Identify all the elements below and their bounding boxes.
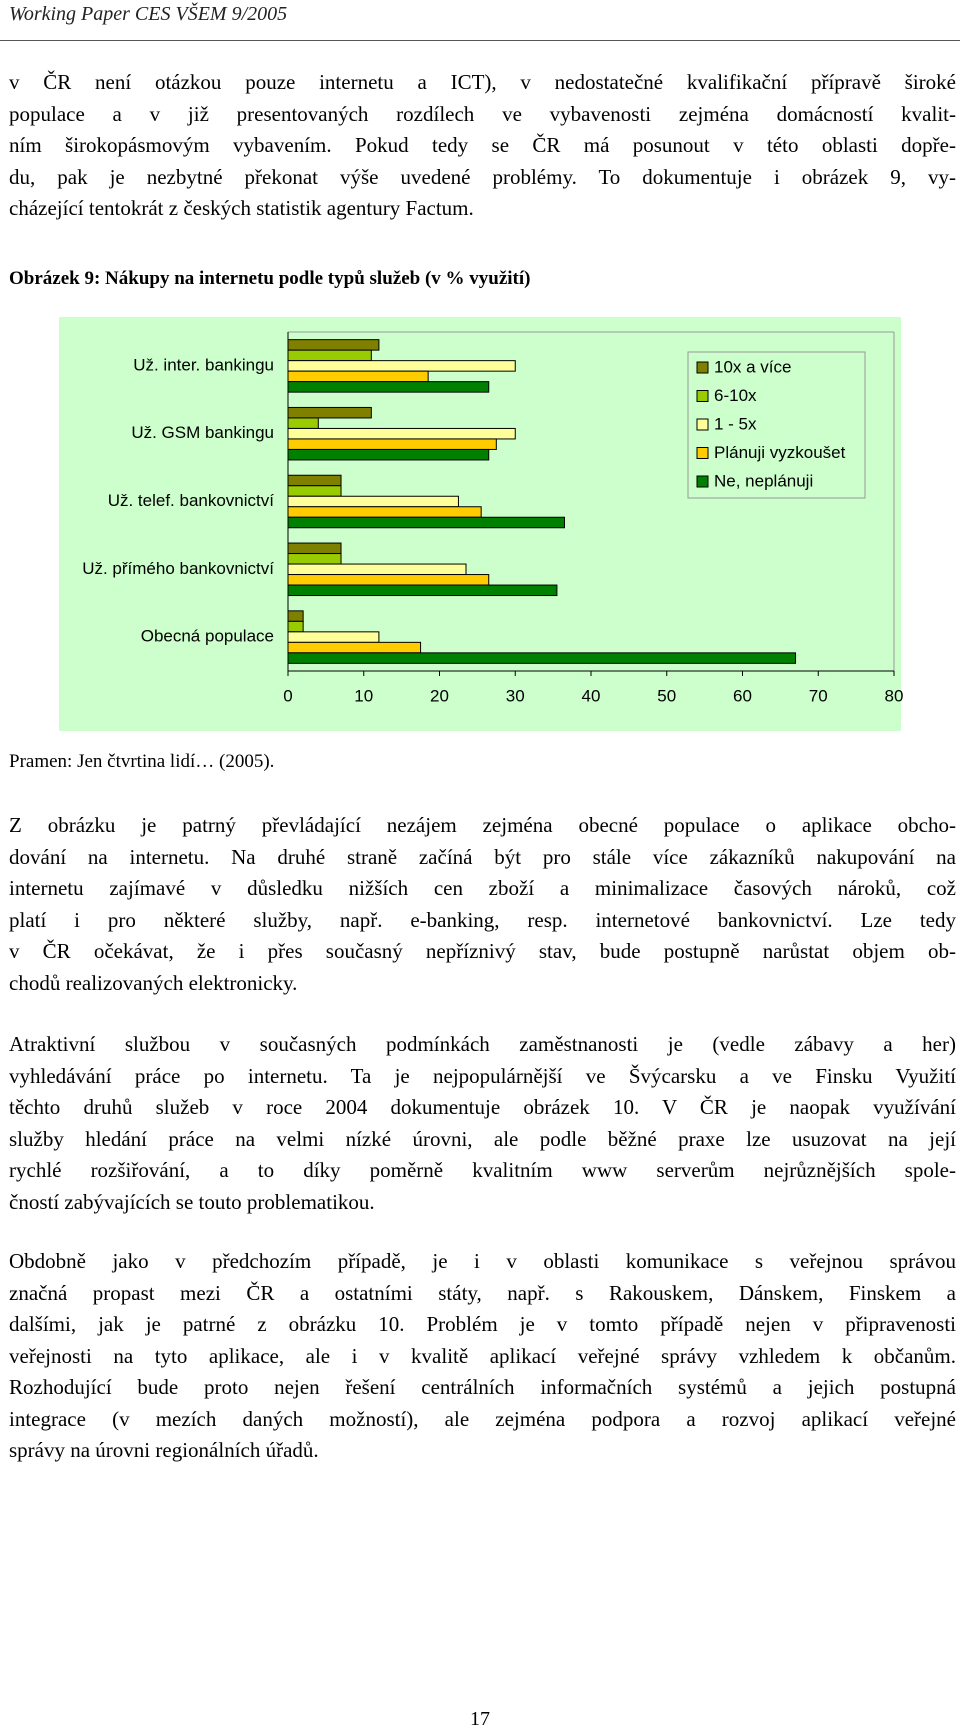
text-line: správy na úrovni regionálních úřadů. [9, 1438, 319, 1462]
page-number: 17 [470, 1708, 490, 1730]
x-tick-label: 20 [430, 686, 449, 705]
x-tick-label: 10 [354, 686, 373, 705]
text-line: čností zabývajících se touto problematik… [9, 1189, 375, 1214]
figure-caption: Obrázek 9: Nákupy na internetu podle typ… [9, 268, 531, 289]
paragraph: Z obrázku je patrný převládající nezájem… [9, 810, 956, 999]
bar [287, 427, 516, 440]
figure-source: Pramen: Jen čtvrtina lidí… (2005). [9, 751, 275, 772]
bar [287, 381, 490, 393]
x-tick-label: 70 [809, 686, 828, 705]
legend-box [687, 351, 866, 499]
text-line: vyhledávání práce po internetu. Ta je ne… [9, 1063, 956, 1088]
header-rule [0, 40, 960, 41]
bar [287, 506, 482, 518]
text-line: v ČR není otázkou pouze internetu a ICT)… [9, 70, 956, 94]
bar [287, 406, 372, 419]
bar [287, 339, 380, 351]
category-label: Už. přímého bankovnictví [82, 559, 274, 578]
text-line: rychlé rozšiřování, a to díky poměrně kv… [9, 1158, 956, 1182]
category-label: Už. GSM bankingu [131, 423, 274, 442]
category-label: Už. telef. bankovnictví [108, 491, 275, 510]
bar [287, 485, 342, 497]
bar [287, 584, 558, 597]
bar [287, 516, 565, 529]
text-line: veřejnosti na tyto aplikace, ale i v kva… [9, 1343, 956, 1368]
bar [287, 349, 372, 362]
text-line: platí i pro některé služby, např. e-bank… [9, 907, 956, 932]
bar [287, 641, 422, 654]
bar [287, 370, 429, 383]
legend-label: Plánuji vyzkoušet [714, 443, 846, 462]
legend-swatch [696, 475, 709, 488]
bar [287, 474, 342, 487]
text-line: dování na internetu. Na druhé straně zač… [9, 844, 956, 869]
text-line: Rozhodující bude proto nejen řešení cent… [9, 1375, 956, 1399]
text-line: Atraktivní službou v současných podmínká… [9, 1032, 956, 1056]
text-line: Z obrázku je patrný převládající nezájem… [9, 813, 956, 837]
legend-swatch [696, 361, 709, 374]
text-line: Obdobně jako v předchozím případě, je i … [9, 1249, 956, 1273]
text-line: značná propast mezi ČR a ostatními státy… [9, 1280, 956, 1305]
bar [287, 495, 459, 508]
bar [287, 620, 304, 633]
paragraph: Atraktivní službou v současných podmínká… [9, 1029, 956, 1218]
text-line: těchto druhů služeb v roce 2004 dokument… [9, 1095, 956, 1119]
text-line: populace a v již presentovaných rozdílec… [9, 101, 956, 126]
text-line: chodů realizovaných elektronicky. [9, 970, 298, 995]
text-line: du, pak je nezbytné překonat výše uveden… [9, 164, 956, 189]
text-line: v ČR očekávat, že i přes současný nepříz… [9, 939, 956, 963]
category-label: Obecná populace [141, 627, 274, 646]
text-line: integrace (v mezích daných možností), al… [9, 1406, 956, 1431]
legend-label: 1 - 5x [714, 414, 757, 433]
x-tick-label: 0 [283, 686, 292, 705]
bar [287, 631, 380, 643]
bar [287, 652, 797, 664]
text-line: ním širokopásmovým vybavením. Pokud tedy… [9, 133, 956, 157]
x-tick-label: 50 [657, 686, 676, 705]
legend-swatch [696, 447, 709, 459]
bar [287, 417, 319, 429]
text-line: služby hledání práce na velmi nízké úrov… [9, 1126, 956, 1151]
text-line: cházející tentokrát z českých statistik … [9, 196, 474, 220]
bar [287, 574, 490, 586]
x-tick-label: 40 [582, 686, 601, 705]
legend-swatch [696, 418, 709, 431]
bar [287, 542, 342, 555]
bar [287, 438, 497, 450]
chart: 0 10 20 30 40 50 60 70 80 Už. inter. bankingu Už. … [59, 317, 904, 731]
text-line: dalšími, jak je patrné z obrázku 10. Pro… [9, 1312, 956, 1336]
bar [287, 448, 490, 461]
bar [287, 360, 516, 372]
header-title: Working Paper CES VŠEM 9/2005 [9, 3, 288, 25]
bar [287, 553, 342, 565]
x-tick-label: 80 [885, 686, 904, 705]
paragraph: v ČR není otázkou pouze internetu a ICT)… [9, 67, 956, 225]
text-line: internetu zajímavé v důsledku nižších ce… [9, 876, 956, 900]
legend-label: 6-10x [714, 386, 757, 405]
legend-label: Ne, neplánuji [714, 471, 813, 490]
bar [287, 610, 304, 622]
legend-label: 10x a více [714, 357, 792, 376]
x-tick-label: 60 [733, 686, 752, 705]
legend-swatch [696, 390, 709, 402]
paragraph: Obdobně jako v předchozím případě, je i … [9, 1246, 956, 1467]
x-tick-label: 30 [506, 686, 525, 705]
category-label: Už. inter. bankingu [133, 355, 274, 374]
bar [287, 563, 467, 576]
